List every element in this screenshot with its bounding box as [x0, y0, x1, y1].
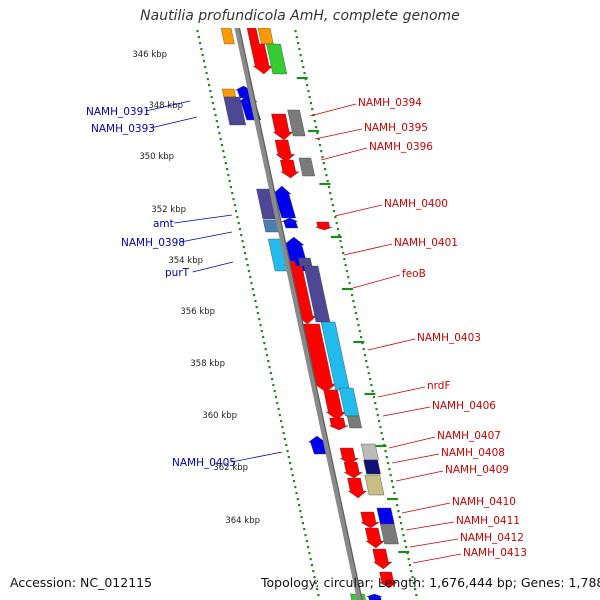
- gene-label-reverse: NAMH_0412: [460, 532, 524, 544]
- gene-label-forward: NAMH_0393: [91, 123, 155, 135]
- backbone-line: [234, 28, 363, 600]
- gene-label-reverse: NAMH_0400: [384, 198, 448, 210]
- gene-reverse: [250, 43, 274, 75]
- gene-label-reverse: NAMH_0413: [463, 547, 527, 559]
- gene-reverse: [266, 43, 288, 75]
- labels: 346 kbp 348 kbp 350 kbp 352 kbp 354 kbp 356 k…: [86, 50, 527, 564]
- gene-label-reverse: NAMH_0408: [441, 447, 505, 459]
- gene-reverse: [372, 548, 393, 570]
- backbone: [234, 28, 363, 600]
- gene-forward: [281, 217, 299, 229]
- gene-reverse: [339, 447, 360, 465]
- gene-label-forward: purT: [165, 267, 190, 279]
- tick-label: 362 kbp: [213, 463, 248, 473]
- gene-reverse: [274, 139, 296, 163]
- gene-label-forward: NAMH_0391: [86, 106, 150, 118]
- topology-text: Topology: circular; Length: 1,676,444 bp…: [261, 575, 600, 590]
- gene-reverse: [364, 527, 385, 549]
- gene-label-reverse: NAMH_0395: [364, 122, 428, 134]
- tick-label: 352 kbp: [151, 205, 186, 215]
- gene-label-reverse: NAMH_0409: [445, 464, 509, 476]
- gene-label-reverse: NAMH_0403: [417, 332, 481, 344]
- gene-label-reverse: NAMH_0407: [437, 430, 501, 442]
- gene-forward: [221, 88, 237, 98]
- gene-reverse: [363, 459, 381, 475]
- gene-reverse: [360, 511, 380, 529]
- gene-reverse: [343, 461, 364, 479]
- gene-reverse: [329, 417, 349, 431]
- tick-label: 358 kbp: [190, 359, 225, 369]
- gene-label-forward: NAMH_0405: [172, 457, 236, 469]
- gene-reverse: [271, 113, 294, 141]
- tick-label: 354 kbp: [168, 256, 203, 266]
- gene-label-reverse: NAMH_0406: [432, 400, 496, 412]
- gene-label-reverse: NAMH_0411: [456, 515, 520, 527]
- gene-reverse: [257, 28, 274, 45]
- gene-label-reverse: NAMH_0410: [452, 496, 516, 508]
- gene-reverse: [347, 477, 368, 499]
- features: [220, 28, 399, 600]
- tick-label: 364 kbp: [225, 516, 260, 526]
- gene-reverse: [315, 221, 333, 231]
- gene-reverse: [280, 159, 300, 179]
- gene-label-forward: NAMH_0398: [121, 237, 185, 249]
- tick-dots-right: [294, 30, 418, 597]
- gene-reverse: [379, 571, 398, 589]
- gene-forward: [366, 593, 383, 600]
- tick-dots-left: [196, 30, 320, 597]
- gene-label-reverse: NAMH_0394: [358, 97, 422, 109]
- gene-reverse: [298, 157, 315, 177]
- gene-label-reverse: feoB: [402, 268, 426, 280]
- gene-forward: [220, 28, 235, 45]
- gene-reverse: [298, 257, 313, 267]
- gene-label-forward: amt: [153, 218, 174, 230]
- tick-label: 360 kbp: [202, 411, 237, 421]
- tick-label: 350 kbp: [139, 152, 174, 162]
- tick-label: 356 kbp: [180, 307, 215, 317]
- genome-title: Nautilia profundicola AmH, complete geno…: [140, 8, 460, 24]
- gene-reverse: [376, 507, 395, 525]
- gene-label-reverse: nrdF: [427, 380, 451, 392]
- gene-reverse: [380, 523, 399, 545]
- accession-text: Accession: NC_012115: [10, 575, 153, 590]
- gene-reverse: [287, 109, 306, 137]
- gene-forward: [223, 96, 247, 126]
- gene-reverse: [246, 28, 260, 45]
- tick-label: 346 kbp: [132, 50, 167, 60]
- gene-reverse: [364, 474, 385, 496]
- gene-label-reverse: NAMH_0401: [394, 237, 458, 249]
- gene-reverse: [323, 389, 347, 421]
- gene-reverse: [360, 443, 379, 461]
- gene-label-reverse: NAMH_0396: [369, 141, 433, 153]
- gene-reverse: [346, 415, 362, 429]
- tick-label: 348 kbp: [148, 101, 183, 111]
